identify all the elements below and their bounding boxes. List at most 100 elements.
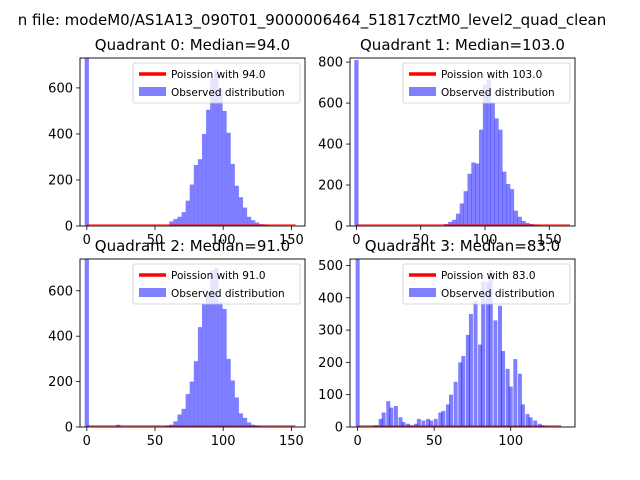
- hist-bar: [502, 171, 507, 226]
- hist-bar: [473, 301, 478, 427]
- y-tick-label: 400: [318, 138, 343, 153]
- legend-hist-swatch: [139, 288, 166, 297]
- axes-frame: [349, 258, 576, 428]
- hist-bar: [189, 381, 194, 427]
- legend-line-label: Poission with 103.0: [441, 69, 542, 81]
- hist-bar: [448, 221, 453, 226]
- legend-hist-swatch: [409, 87, 436, 96]
- panel-1: 0 50 100 150 0 200 400 600 800 Quadrant 1: Median…: [318, 36, 576, 248]
- hist-bar: [177, 414, 182, 427]
- hist-bar: [441, 410, 446, 427]
- x-tick-label: 100: [211, 434, 236, 449]
- hist-bar: [478, 344, 483, 427]
- hist-bar: [222, 110, 227, 226]
- x-tick-label: 150: [279, 434, 304, 449]
- legend-hist-swatch: [139, 87, 166, 96]
- y-tick-label: 0: [65, 421, 73, 436]
- hist-bar: [389, 407, 394, 427]
- hist-bar: [210, 270, 215, 427]
- y-tick-label: 0: [65, 220, 73, 235]
- panels: 0 50 100 150 0 200 400 600 Quadrant 0: Median=94…: [48, 36, 576, 449]
- hist-bar: [210, 78, 215, 226]
- hist-bar: [513, 359, 518, 427]
- x-tick-label: 0: [83, 233, 91, 248]
- hist-bar: [378, 418, 383, 427]
- hist-bar: [461, 355, 466, 427]
- hist-bar: [458, 362, 463, 427]
- legend-hist-label: Observed distribution: [441, 87, 555, 99]
- x-tick-label: 150: [537, 233, 562, 248]
- panel-2: 0 50 100 150 0 200 400 600 Quadrant 2: Median=91…: [48, 237, 306, 449]
- legend-box: [402, 62, 571, 104]
- hist-bar: [452, 219, 457, 226]
- hist-bar: [421, 420, 426, 427]
- panel-title: Quadrant 0: Median=94.0: [95, 36, 290, 54]
- hist-bar: [355, 259, 360, 427]
- x-tick-label: 0: [352, 233, 360, 248]
- hist-bar: [486, 79, 491, 226]
- hist-bar: [465, 334, 470, 427]
- hist-bar: [508, 386, 513, 427]
- y-tick-label: 300: [318, 324, 343, 339]
- hist-bar: [189, 184, 194, 226]
- panel-title: Quadrant 3: Median=83.0: [365, 237, 560, 255]
- panel-0: 0 50 100 150 0 200 400 600 Quadrant 0: Median=94…: [48, 36, 306, 248]
- hist-bar: [197, 327, 203, 427]
- x-tick-label: 50: [147, 434, 164, 449]
- x-tick-label: 100: [211, 233, 236, 248]
- y-tick-label: 400: [48, 127, 73, 142]
- y-tick-label: 400: [48, 330, 73, 345]
- hist-bar: [445, 404, 450, 427]
- hist-bar: [201, 133, 207, 226]
- hist-bar: [449, 394, 454, 427]
- hist-bar: [230, 163, 235, 226]
- hist-bar: [481, 281, 486, 427]
- hist-bar: [393, 406, 398, 427]
- hist-bar: [490, 103, 495, 226]
- y-tick-label: 200: [318, 356, 343, 371]
- hist-bar: [493, 320, 498, 427]
- hist-bar: [230, 380, 235, 427]
- hist-bar: [214, 69, 219, 226]
- hist-bar: [354, 60, 359, 226]
- figure-suptitle: n file: modeM0/AS1A13_090T01_9000006464_…: [18, 11, 607, 30]
- hist-bar: [517, 216, 522, 226]
- x-tick-label: 100: [473, 233, 498, 248]
- hist-bar: [242, 207, 248, 226]
- plot-area-1: [354, 60, 572, 226]
- x-tick-label: 50: [412, 233, 429, 248]
- hist-bar: [494, 118, 499, 226]
- plot-area-3: [355, 259, 563, 427]
- hist-bar: [429, 420, 434, 427]
- hist-bar: [197, 159, 203, 226]
- hist-bar: [463, 191, 468, 226]
- hist-bar: [218, 302, 223, 427]
- hist-bar: [234, 397, 239, 427]
- hist-bar: [459, 203, 464, 226]
- hist-bar: [521, 220, 526, 226]
- hist-bar: [226, 132, 231, 226]
- y-tick-label: 600: [48, 284, 73, 299]
- hist-bar: [222, 308, 227, 427]
- hist-bar: [84, 58, 89, 226]
- hist-bar: [242, 417, 248, 427]
- hist-bar: [455, 213, 461, 226]
- legend-hist-swatch: [409, 288, 436, 297]
- hist-bar: [433, 418, 438, 427]
- hist-bar: [201, 303, 207, 427]
- y-tick-label: 600: [318, 97, 343, 112]
- panel-title: Quadrant 2: Median=91.0: [95, 237, 290, 255]
- x-tick-label: 0: [354, 434, 362, 449]
- hist-bar: [479, 129, 484, 226]
- hist-bar: [381, 412, 386, 427]
- legend-box: [132, 263, 301, 305]
- hist-bar: [528, 417, 533, 427]
- hist-bar: [206, 290, 211, 427]
- x-tick-label: 0: [83, 434, 91, 449]
- hist-bar: [498, 129, 503, 226]
- hist-bar: [386, 401, 391, 427]
- hist-bar: [398, 417, 403, 427]
- hist-bar: [238, 413, 244, 427]
- plot-area-0: [84, 58, 297, 226]
